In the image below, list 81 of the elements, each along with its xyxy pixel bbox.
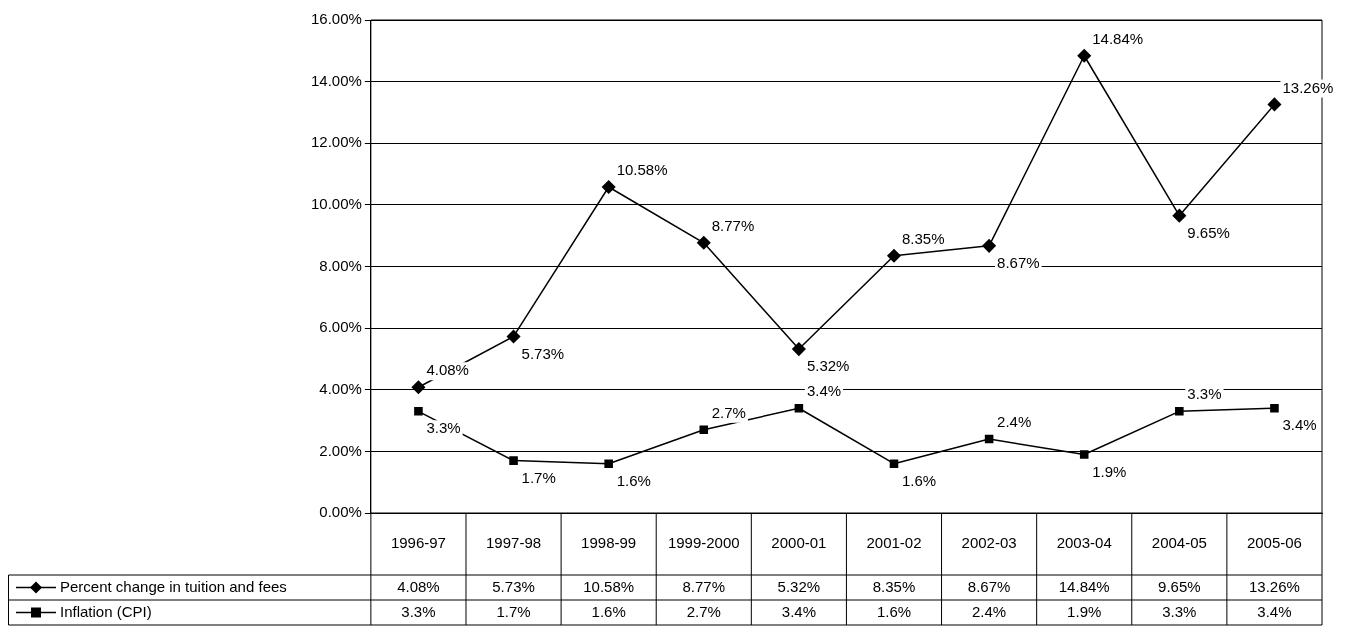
data-label: 8.67% bbox=[967, 577, 1011, 595]
text: 1.9% bbox=[1092, 462, 1127, 480]
point bbox=[509, 456, 518, 465]
point bbox=[982, 239, 996, 253]
data-label: 3.4% bbox=[781, 602, 816, 620]
point bbox=[984, 434, 994, 444]
text: 14.84% bbox=[1092, 29, 1144, 47]
point bbox=[604, 459, 613, 468]
data-label: 2.4% bbox=[972, 602, 1007, 620]
point bbox=[887, 248, 901, 263]
text: 5.73% bbox=[521, 344, 565, 362]
y-tick-label: 8.00% bbox=[319, 256, 362, 274]
data-label: 5.32% bbox=[777, 577, 821, 595]
legend-label: Percent change in tuition and fees bbox=[60, 577, 287, 595]
text: 3.3% bbox=[1187, 385, 1222, 403]
point bbox=[1079, 450, 1089, 459]
text: 8.35% bbox=[901, 229, 945, 247]
point bbox=[1175, 407, 1184, 416]
text: 2.4% bbox=[997, 413, 1032, 431]
data-label: 10.58% bbox=[583, 577, 635, 595]
point bbox=[1172, 208, 1187, 223]
y-tick-label: 0.00% bbox=[319, 503, 362, 521]
x-tick-label: 2001-02 bbox=[866, 534, 922, 552]
point bbox=[697, 236, 711, 250]
data-label: 5.73% bbox=[492, 577, 535, 595]
legend-label: Inflation (CPI) bbox=[60, 602, 152, 620]
x-tick-label: 1999-2000 bbox=[667, 534, 740, 552]
data-label: 1.9% bbox=[1067, 602, 1102, 620]
text: 9.65% bbox=[1187, 223, 1230, 241]
data-label: 14.84% bbox=[1058, 577, 1110, 595]
point bbox=[1267, 97, 1282, 112]
text: 4.08% bbox=[426, 361, 469, 379]
point bbox=[1077, 48, 1091, 63]
y-tick-label: 10.00% bbox=[311, 195, 362, 213]
data-label: 9.65% bbox=[1158, 577, 1201, 595]
text: 8.67% bbox=[997, 254, 1040, 271]
text: 1.7% bbox=[521, 468, 556, 486]
data-label: 4.08% bbox=[397, 577, 440, 595]
data-label: 3.3% bbox=[401, 602, 436, 620]
text: 1.6% bbox=[616, 471, 651, 489]
y-tick-label: 2.00% bbox=[319, 441, 362, 459]
text: 10.58% bbox=[616, 161, 668, 179]
text: 3.4% bbox=[1282, 416, 1317, 434]
text: 5.32% bbox=[806, 357, 850, 375]
y-tick-label: 14.00% bbox=[311, 71, 362, 89]
point bbox=[794, 403, 804, 413]
data-label: 3.4% bbox=[1257, 602, 1292, 620]
x-tick-label: 1996-97 bbox=[390, 534, 446, 552]
y-tick-label: 16.00% bbox=[311, 10, 362, 28]
data-label: 13.26% bbox=[1249, 577, 1300, 595]
x-tick-label: 2005-06 bbox=[1246, 534, 1302, 552]
point bbox=[699, 425, 709, 435]
point bbox=[601, 180, 616, 194]
data-label: 1.7% bbox=[496, 602, 531, 620]
text: 2.7% bbox=[711, 403, 746, 421]
y-tick-label: 12.00% bbox=[311, 133, 362, 151]
x-tick-label: 2000-01 bbox=[771, 534, 827, 552]
point bbox=[889, 459, 899, 468]
x-tick-label: 2004-05 bbox=[1151, 534, 1207, 552]
text: 3.3% bbox=[426, 419, 461, 437]
data-label: 1.6% bbox=[876, 602, 912, 620]
data-label: 3.3% bbox=[1162, 602, 1197, 620]
point bbox=[414, 407, 423, 416]
x-tick-label: 1998-99 bbox=[581, 534, 637, 552]
text: 8.77% bbox=[711, 216, 755, 234]
data-label: 8.35% bbox=[872, 577, 916, 595]
point bbox=[506, 329, 521, 344]
data-label: 2.7% bbox=[686, 602, 721, 620]
data-label: 8.77% bbox=[682, 577, 726, 595]
data-label: 1.6% bbox=[591, 602, 626, 620]
point bbox=[1270, 403, 1279, 413]
point bbox=[792, 342, 806, 356]
y-tick-label: 6.00% bbox=[319, 318, 362, 336]
y-tick-label: 4.00% bbox=[319, 379, 362, 397]
x-tick-label: 2002-03 bbox=[961, 534, 1017, 552]
text: 1.6% bbox=[901, 471, 937, 489]
point bbox=[411, 380, 426, 395]
x-tick-label: 2003-04 bbox=[1056, 534, 1112, 552]
x-tick-label: 1997-98 bbox=[486, 534, 542, 552]
text: 13.26% bbox=[1282, 78, 1334, 96]
text: 3.4% bbox=[806, 382, 842, 400]
